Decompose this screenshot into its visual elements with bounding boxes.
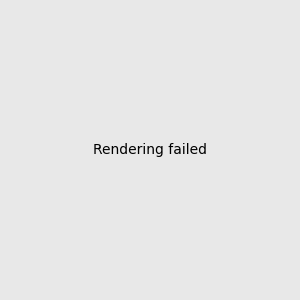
- Text: Rendering failed: Rendering failed: [93, 143, 207, 157]
